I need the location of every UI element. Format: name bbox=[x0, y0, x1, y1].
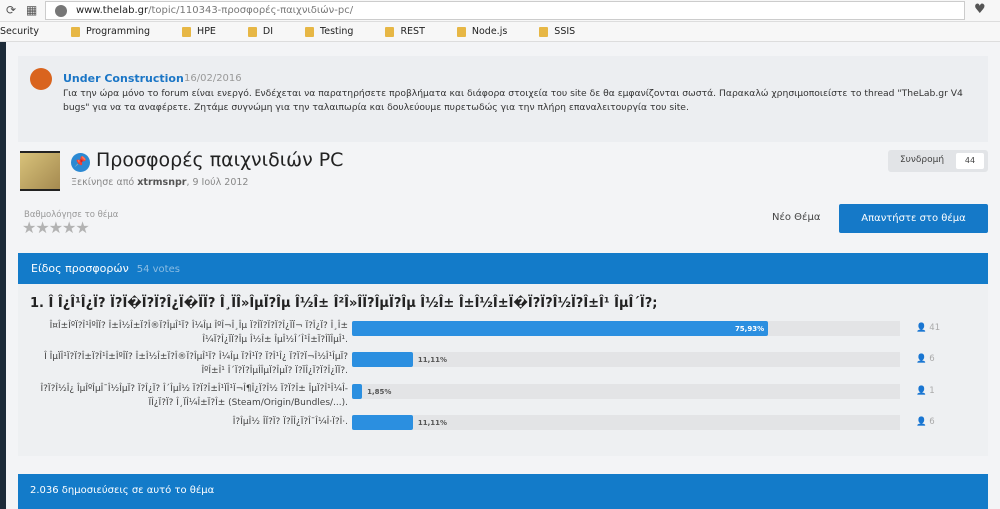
poll-vote-count: 👤 41 bbox=[916, 323, 941, 333]
poll-bar-fill: 75,93% bbox=[352, 321, 769, 336]
announcement-text: Για την ώρα μόνο το forum είναι ενεργό. … bbox=[63, 88, 963, 113]
user-icon: 👤 bbox=[916, 417, 927, 427]
globe-icon bbox=[55, 5, 67, 17]
reload-icon[interactable]: ⟳ bbox=[6, 3, 17, 17]
announcement: Under Construction 16/02/2016 Για την ώρ… bbox=[18, 56, 988, 142]
reply-button[interactable]: Απαντήστε στο θέμα bbox=[839, 204, 988, 233]
heart-icon[interactable]: ♥ bbox=[974, 2, 986, 17]
bookmark-testing[interactable]: Testing bbox=[305, 26, 369, 37]
folder-icon bbox=[539, 26, 549, 37]
bookmarks-bar: Security Programming HPE DI Testing REST… bbox=[0, 22, 1000, 42]
poll-bar-track: 1,85% bbox=[352, 384, 900, 399]
posts-count-bar: 2.036 δημοσιεύσεις σε αυτό το θέμα bbox=[18, 474, 988, 509]
poll-vote-count: 👤 1 bbox=[916, 386, 935, 396]
poll-bar-fill bbox=[352, 352, 413, 367]
subscribe-button[interactable]: Συνδρομή 44 bbox=[888, 150, 988, 172]
announcement-date: 16/02/2016 bbox=[184, 73, 242, 84]
folder-icon bbox=[182, 26, 192, 37]
bookmark-di[interactable]: DI bbox=[247, 26, 289, 37]
poll-bar-track: 75,93% bbox=[352, 321, 900, 336]
page-title: Προσφορές παιχνιδιών PC bbox=[96, 149, 344, 171]
poll: Είδος προσφορών 54 votes 1. Î Î¿Î¹Î¿Ï? Ï?… bbox=[18, 253, 988, 456]
poll-option-label: Î ÎµÏÎ¹Ï?Ï?Î±Ï?Î¹Î±ÎºÎÏ? Î±Î½Î±Ï?Î®Ï?ÎµÎ… bbox=[44, 352, 348, 376]
bookmark-rest[interactable]: REST bbox=[385, 26, 440, 37]
bookmark-ssis[interactable]: SSIS bbox=[539, 26, 591, 37]
poll-votes: 54 votes bbox=[136, 264, 180, 275]
subscribe-count: 44 bbox=[956, 153, 984, 169]
browser-toolbar: ⟳ ▦ www.thelab.gr/topic/110343-προσφορές… bbox=[0, 0, 1000, 22]
poll-header: Είδος προσφορών 54 votes bbox=[18, 253, 988, 284]
folder-icon bbox=[305, 26, 315, 37]
poll-percent: 1,85% bbox=[367, 388, 392, 396]
poll-vote-count: 👤 6 bbox=[916, 417, 935, 427]
poll-percent: 11,11% bbox=[417, 419, 448, 427]
poll-bar-fill bbox=[352, 384, 363, 399]
poll-bar-track: 11,11% bbox=[352, 415, 900, 430]
user-icon: 👤 bbox=[916, 386, 927, 396]
bookmark-security[interactable]: Security bbox=[0, 26, 40, 37]
pin-icon: 📌 bbox=[71, 153, 90, 172]
star-rating[interactable]: ★★★★★ bbox=[22, 218, 90, 237]
user-icon: 👤 bbox=[916, 323, 927, 333]
rating-label: Βαθμολόγησε το θέμα bbox=[24, 210, 119, 220]
poll-option-label: Î¤Î±ÎºÏ?Î¹ÎºÎÏ? Î±Î½Î±Ï?Î®Ï?ÎµÎ¹Ï? Î¼Îµ … bbox=[49, 321, 348, 345]
bookmark-programming[interactable]: Programming bbox=[71, 26, 166, 37]
poll-option-label: Î?Ï?Î½Î¿ ÎµÎºÎµÎ¯Î½ÎµÏ? Ï?Î¿Ï? Î´ÎµÎ½ Ï?… bbox=[40, 384, 348, 408]
side-edge bbox=[0, 42, 6, 509]
poll-vote-count: 👤 6 bbox=[916, 354, 935, 364]
avatar[interactable] bbox=[20, 151, 60, 191]
poll-question: 1. Î Î¿Î¹Î¿Ï? Ï?Ï�Ï?Ï?Î¿Ï�ÏÏ? Î¸ÏÎ»ÎµÏ?Î… bbox=[30, 296, 658, 311]
bookmark-nodejs[interactable]: Node.js bbox=[456, 26, 523, 37]
poll-bar-fill bbox=[352, 415, 413, 430]
topic-meta: Ξεκίνησε από xtrmsnpr, 9 Ιούλ 2012 bbox=[71, 177, 249, 188]
bookmark-hpe[interactable]: HPE bbox=[182, 26, 232, 37]
apps-grid-icon[interactable]: ▦ bbox=[26, 3, 38, 17]
poll-bar-track: 11,11% bbox=[352, 352, 900, 367]
folder-icon bbox=[247, 26, 257, 37]
announcement-logo-icon bbox=[30, 68, 52, 90]
poll-percent: 11,11% bbox=[417, 356, 448, 364]
new-topic-button[interactable]: Νέο Θέμα bbox=[772, 212, 821, 223]
folder-icon bbox=[71, 26, 81, 37]
folder-icon bbox=[456, 26, 466, 37]
author-link[interactable]: xtrmsnpr bbox=[137, 177, 187, 188]
address-bar[interactable]: www.thelab.gr/topic/110343-προσφορές-παι… bbox=[45, 1, 965, 20]
user-icon: 👤 bbox=[916, 354, 927, 364]
folder-icon bbox=[385, 26, 395, 37]
poll-option-label: Î?ÎµÎ½ ÎÏ?Ï? Ï?ÎÎ¿Ï?Î¯Î¼Î·Ï?Î·. bbox=[232, 417, 348, 427]
announcement-title[interactable]: Under Construction bbox=[63, 72, 184, 85]
